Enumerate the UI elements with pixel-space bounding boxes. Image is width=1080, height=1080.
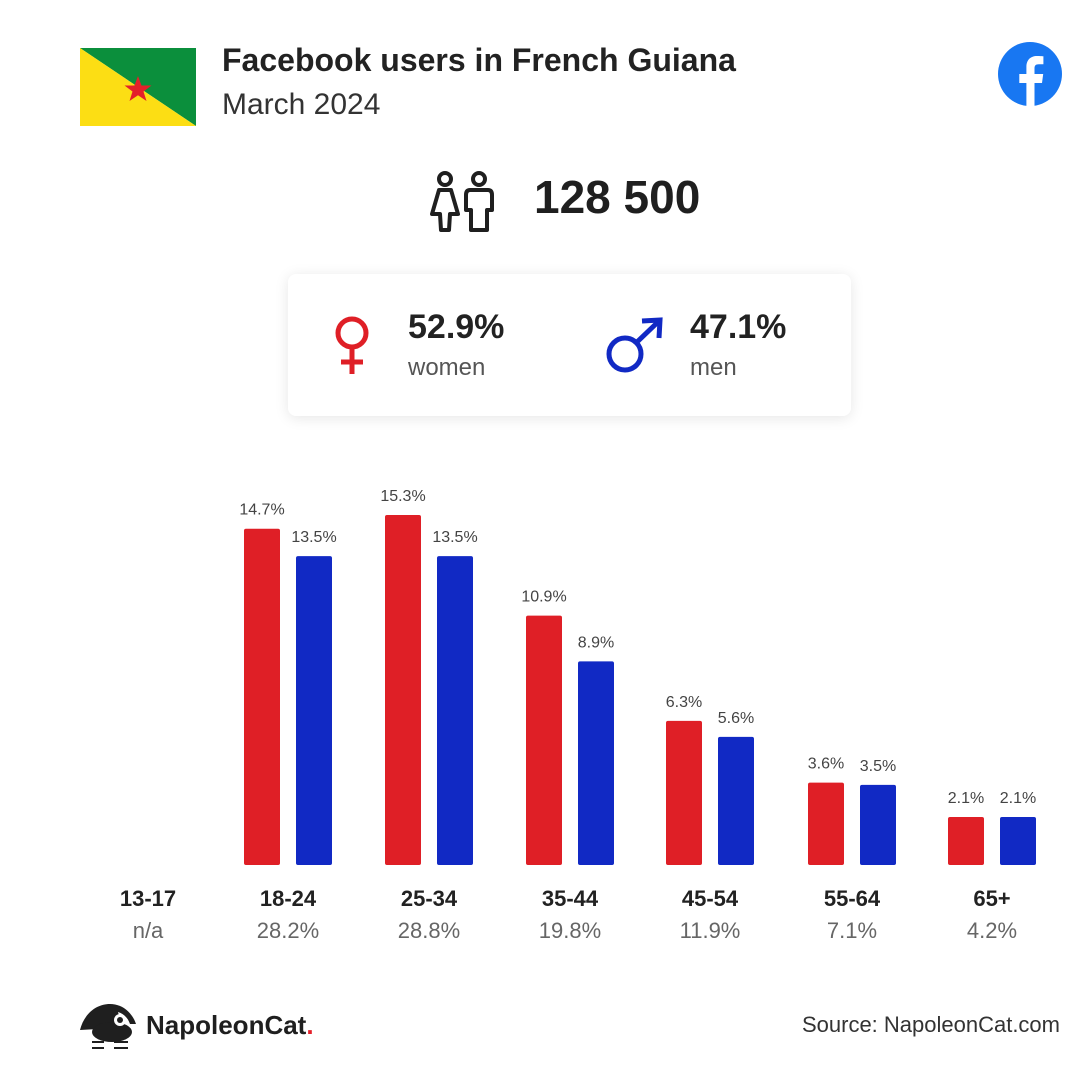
- men-label: men: [690, 354, 737, 381]
- category-label-35-44: 35-44: [542, 886, 599, 911]
- bar-label-men-45-54: 5.6%: [718, 710, 754, 727]
- gender-summary-card: [288, 274, 851, 416]
- category-label-55-64: 55-64: [824, 886, 881, 911]
- category-share-18-24: 28.2%: [257, 918, 319, 943]
- category-share-35-44: 19.8%: [539, 918, 601, 943]
- napoleoncat-brand: NapoleonCat.: [146, 1010, 314, 1041]
- bar-men-65+: [1000, 816, 1036, 865]
- women-percentage: 52.9%: [408, 308, 505, 346]
- bar-women-18-24: [244, 528, 280, 865]
- female-symbol-icon: [335, 316, 369, 374]
- category-share-55-64: 7.1%: [827, 918, 877, 943]
- bar-label-men-25-34: 13.5%: [432, 529, 477, 546]
- facebook-icon: [998, 42, 1062, 106]
- napoleoncat-logo-icon: [80, 1004, 136, 1049]
- bar-label-women-35-44: 10.9%: [521, 589, 566, 606]
- bar-label-men-65+: 2.1%: [1000, 790, 1036, 807]
- category-share-65+: 4.2%: [967, 918, 1017, 943]
- napoleoncat-brand-name: NapoleonCat: [146, 1010, 307, 1040]
- bar-label-women-65+: 2.1%: [948, 790, 984, 807]
- bar-women-65+: [948, 816, 984, 865]
- bar-men-55-64: [860, 784, 896, 865]
- category-share-13-17: n/a: [133, 918, 164, 943]
- page-title: Facebook users in French Guiana: [222, 42, 736, 78]
- bar-label-women-55-64: 3.6%: [808, 756, 844, 773]
- category-label-18-24: 18-24: [260, 886, 317, 911]
- category-label-13-17: 13-17: [120, 886, 176, 911]
- source-credit: Source: NapoleonCat.com: [801, 1012, 1060, 1037]
- bar-men-25-34: [437, 556, 473, 865]
- category-label-65+: 65+: [973, 886, 1010, 911]
- users-icon: [430, 171, 494, 232]
- bar-men-35-44: [578, 661, 614, 865]
- bar-label-women-45-54: 6.3%: [666, 694, 702, 711]
- male-symbol-icon: [606, 317, 663, 373]
- bar-men-18-24: [296, 556, 332, 865]
- women-label: women: [408, 354, 486, 381]
- bar-women-45-54: [666, 720, 702, 865]
- bar-women-55-64: [808, 782, 844, 865]
- bar-label-men-18-24: 13.5%: [291, 529, 336, 546]
- category-label-45-54: 45-54: [682, 886, 739, 911]
- napoleoncat-brand-dot: .: [306, 1010, 314, 1040]
- bar-label-women-25-34: 15.3%: [380, 488, 425, 505]
- bar-label-women-18-24: 14.7%: [239, 502, 284, 519]
- bar-label-men-35-44: 8.9%: [578, 634, 614, 651]
- bar-women-35-44: [526, 615, 562, 865]
- total-users-value: 128 500: [534, 171, 701, 223]
- french-guiana-flag-icon: [80, 48, 196, 126]
- category-share-45-54: 11.9%: [680, 918, 741, 943]
- bar-men-45-54: [718, 736, 754, 865]
- category-label-25-34: 25-34: [401, 886, 458, 911]
- men-percentage: 47.1%: [690, 308, 787, 346]
- bar-women-25-34: [385, 515, 421, 865]
- page-subtitle: March 2024: [222, 88, 381, 121]
- bar-label-men-55-64: 3.5%: [860, 758, 896, 775]
- category-share-25-34: 28.8%: [398, 918, 460, 943]
